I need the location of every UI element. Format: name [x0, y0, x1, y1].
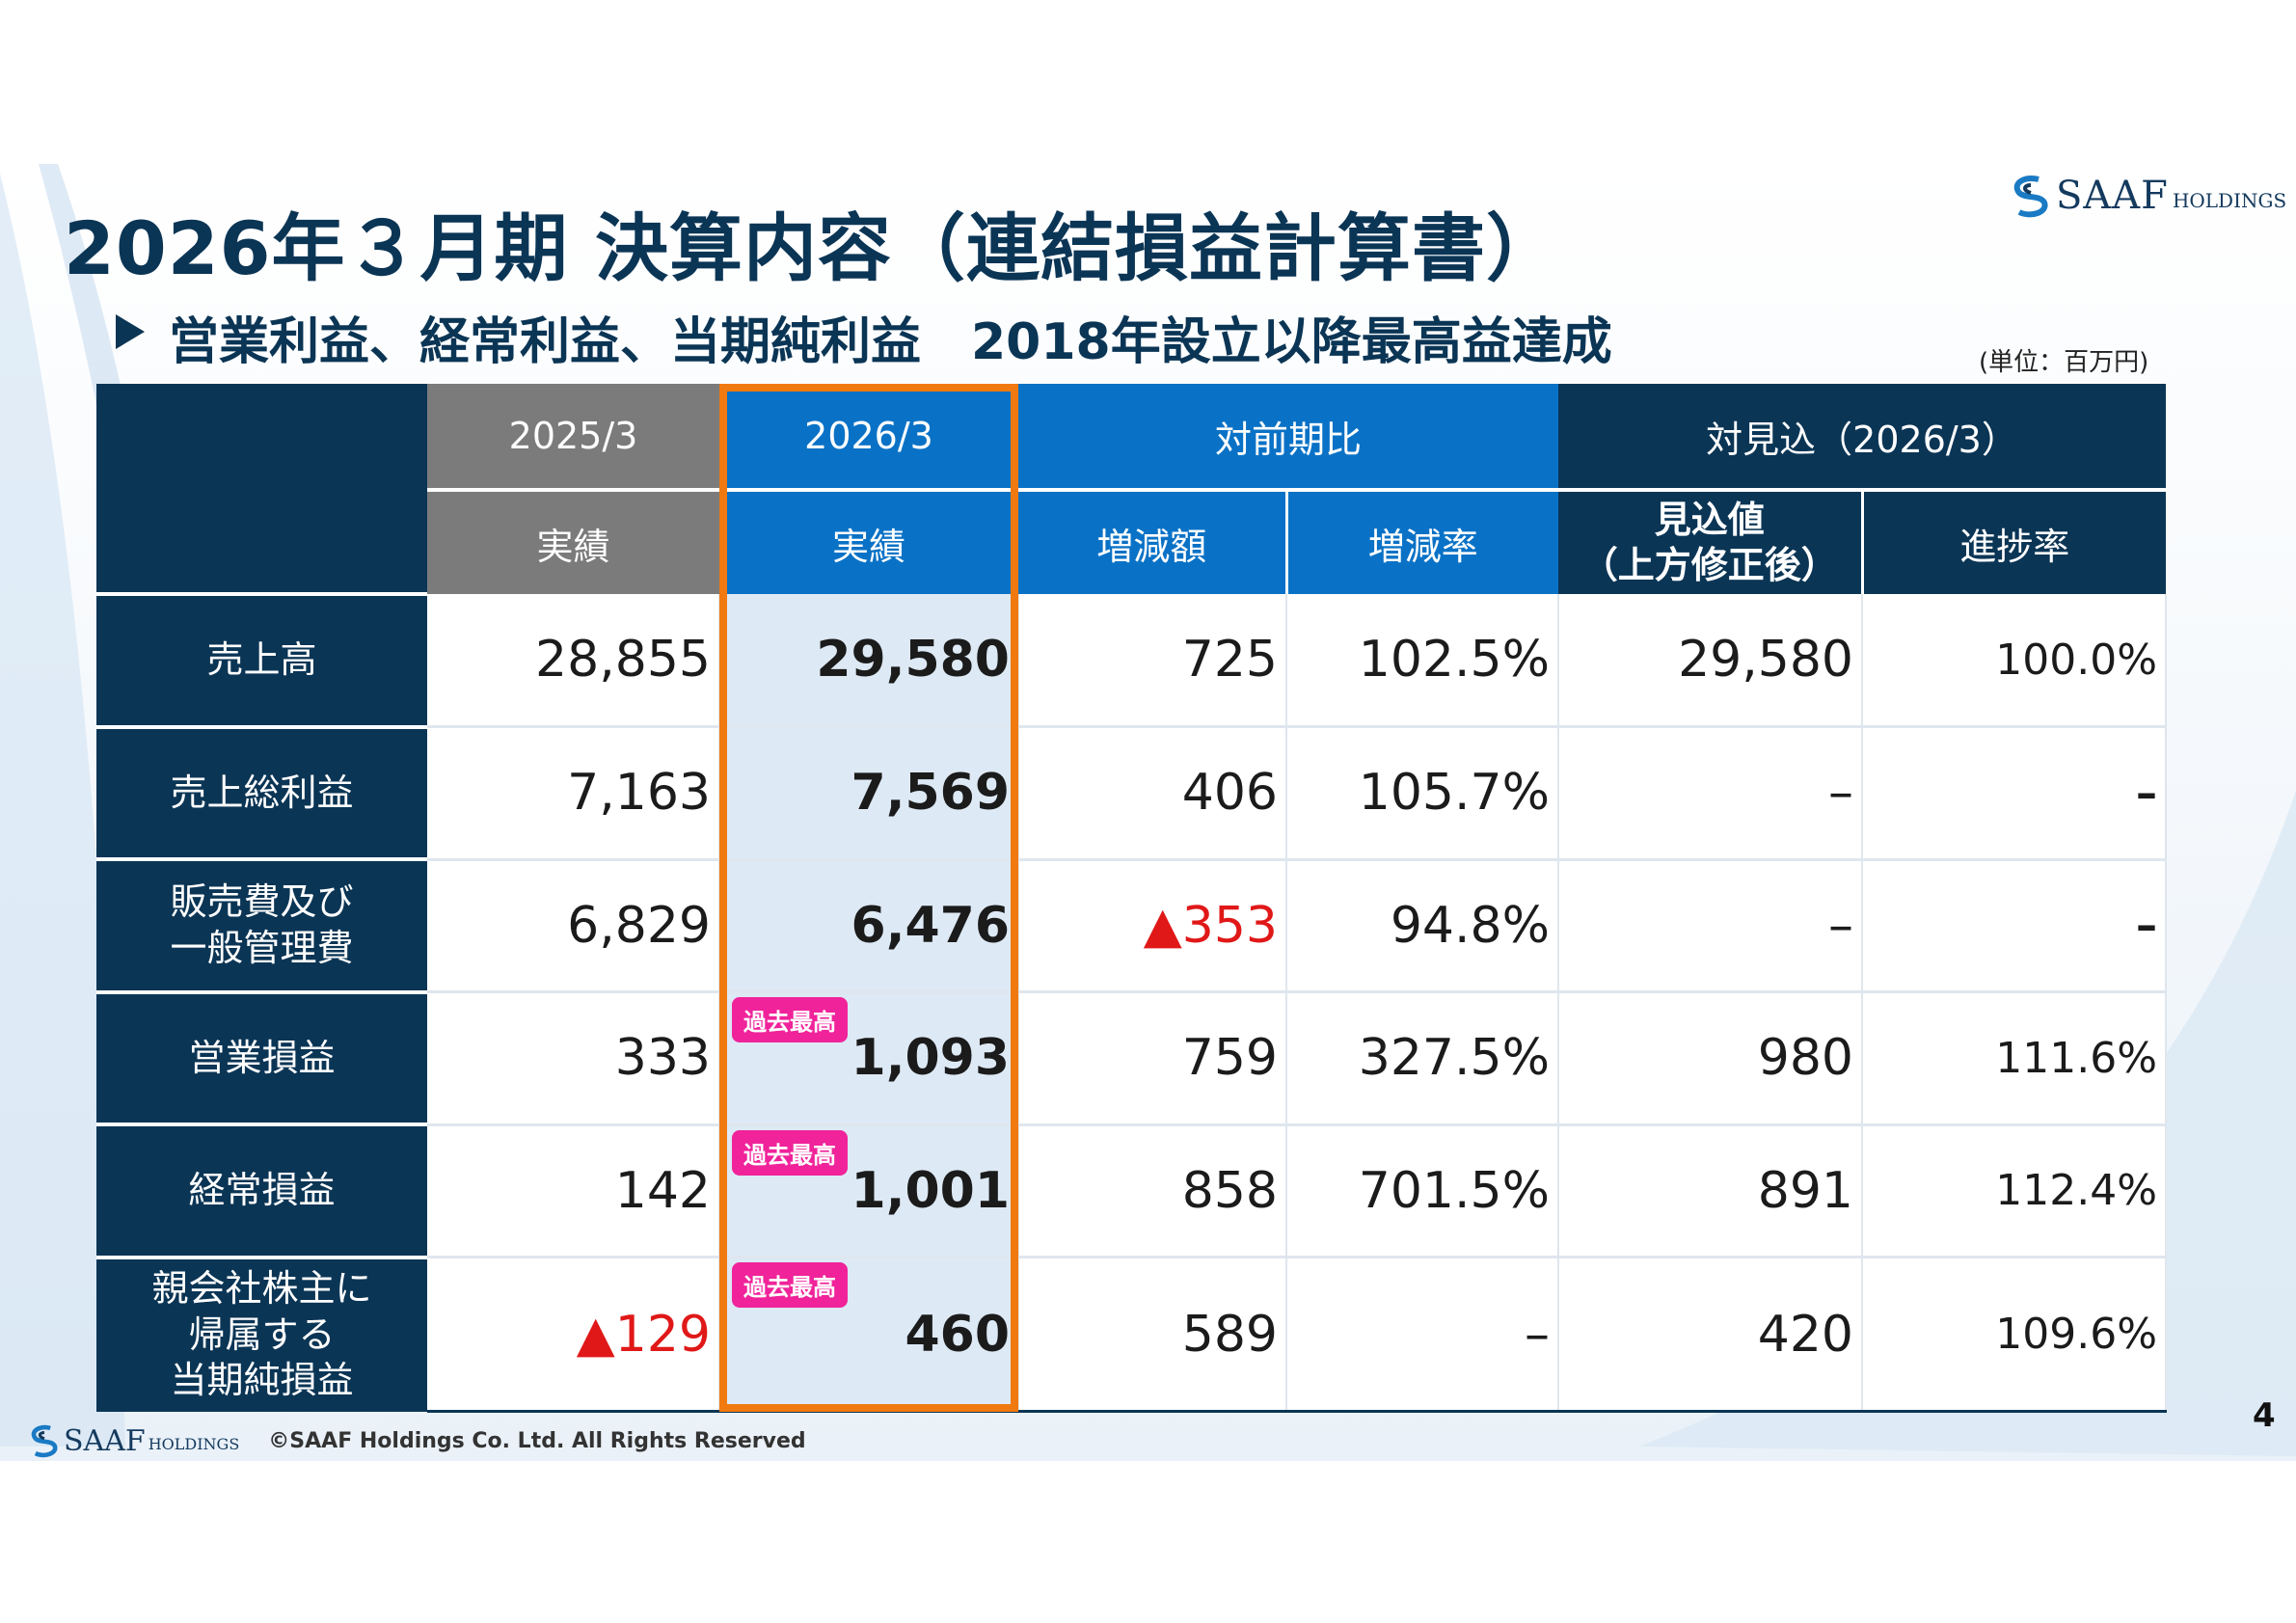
- header-forecast: 対見込（2026/3）: [1558, 384, 2167, 492]
- cell-progress: 109.6%: [1862, 1257, 2168, 1413]
- subheader-prev-actual: 実績: [427, 490, 719, 594]
- cell-forecast: 891: [1558, 1124, 1864, 1258]
- cell-forecast: 420: [1558, 1257, 1864, 1413]
- row-label-line: 売上総利益: [170, 771, 354, 814]
- cell-rate: 102.5%: [1286, 594, 1560, 728]
- table-row: 売上総利益 7,163 7,569 406 105.7% – –: [96, 726, 2168, 861]
- row-label-line: 一般管理費: [170, 926, 354, 969]
- row-label: 販売費及び 一般管理費: [96, 859, 427, 994]
- row-label: 営業損益: [96, 991, 427, 1126]
- subheader-forecast-line2: （上方修正後）: [1580, 544, 1838, 586]
- footer-brand: SAAF: [64, 1423, 146, 1458]
- table-row: 売上高 28,855 29,580 725 102.5% 29,580 100.…: [96, 594, 2168, 729]
- subheader-curr-actual: 実績: [719, 490, 1018, 594]
- cell-progress: 111.6%: [1862, 991, 2168, 1126]
- saaf-logo-icon: [2013, 176, 2048, 218]
- cell-prev: 28,855: [427, 594, 720, 728]
- record-high-badge: 過去最高: [732, 1262, 848, 1308]
- cell-curr: 7,569: [719, 726, 1019, 861]
- logo-brand: SAAF: [2056, 174, 2169, 218]
- cell-rate: –: [1286, 1257, 1560, 1413]
- cell-diff: ▲353: [1018, 859, 1287, 993]
- cell-prev: 333: [427, 991, 720, 1126]
- record-high-badge: 過去最高: [732, 997, 848, 1042]
- row-label: 売上総利益: [96, 726, 427, 861]
- row-label: 親会社株主に 帰属する 当期純損益: [96, 1257, 427, 1412]
- cell-curr-value: 1,001: [851, 1161, 1010, 1220]
- row-label-line: 経常損益: [188, 1169, 336, 1211]
- page-title: 2026年３月期 決算内容（連結損益計算書）: [64, 205, 1560, 291]
- cell-curr: 過去最高 1,093: [719, 991, 1019, 1126]
- cell-curr: 29,580: [719, 594, 1019, 728]
- subheader-rate: 増減率: [1286, 490, 1559, 594]
- table-row: 販売費及び 一般管理費 6,829 6,476 ▲353 94.8% – –: [96, 859, 2168, 994]
- row-label-line: 当期純損益: [170, 1359, 354, 1402]
- cell-rate: 94.8%: [1286, 859, 1560, 993]
- subheader-progress: 進捗率: [1862, 490, 2167, 594]
- cell-progress: 100.0%: [1862, 594, 2168, 728]
- cell-curr: 過去最高 460: [719, 1257, 1019, 1413]
- cell-curr-value: 1,093: [851, 1029, 1010, 1088]
- cell-prev: 142: [427, 1124, 720, 1258]
- cell-curr: 過去最高 1,001: [719, 1124, 1019, 1258]
- footer: SAAF HOLDINGS ©SAAF Holdings Co. Ltd. Al…: [25, 1423, 806, 1458]
- copyright: ©SAAF Holdings Co. Ltd. All Rights Reser…: [268, 1428, 806, 1453]
- cell-progress: –: [1862, 859, 2168, 993]
- cell-diff: 406: [1018, 726, 1287, 861]
- corner-header: [96, 384, 427, 596]
- header-logo: SAAF HOLDINGS: [2006, 174, 2286, 218]
- cell-diff: 725: [1018, 594, 1287, 728]
- cell-rate: 327.5%: [1286, 991, 1560, 1126]
- header-prev-year: 2025/3: [427, 384, 719, 492]
- row-label-line: 営業損益: [188, 1036, 336, 1079]
- header-curr-year: 2026/3: [719, 384, 1018, 492]
- table-row: 親会社株主に 帰属する 当期純損益 ▲129 過去最高 460 589 – 42…: [96, 1257, 2168, 1413]
- row-label-line: 販売費及び: [170, 880, 354, 924]
- cell-diff: 858: [1018, 1124, 1287, 1258]
- subheader-forecast-line1: 見込値: [1654, 498, 1765, 541]
- income-statement-table: 2025/3 2026/3 対前期比 対見込（2026/3） 実績 実績 増減額…: [96, 384, 2168, 1413]
- subtitle: 営業利益、経常利益、当期純利益 2018年設立以降最高益達成: [169, 313, 1612, 371]
- cell-curr: 6,476: [719, 859, 1019, 993]
- bullet-arrow-icon: [116, 314, 145, 349]
- table-row: 営業損益 333 過去最高 1,093 759 327.5% 980 111.6…: [96, 991, 2168, 1126]
- cell-forecast: 980: [1558, 991, 1864, 1126]
- cell-diff: 759: [1018, 991, 1287, 1126]
- subheader-forecast: 見込値 （上方修正後）: [1558, 490, 1864, 594]
- cell-prev: ▲129: [427, 1257, 720, 1413]
- cell-prev: 6,829: [427, 859, 720, 993]
- cell-rate: 701.5%: [1286, 1124, 1560, 1258]
- cell-forecast: –: [1558, 726, 1864, 861]
- row-label-line: 帰属する: [188, 1312, 336, 1356]
- logo-sub: HOLDINGS: [2172, 189, 2287, 212]
- cell-diff: 589: [1018, 1257, 1287, 1413]
- record-high-badge: 過去最高: [732, 1129, 848, 1176]
- cell-progress: –: [1862, 726, 2168, 861]
- subheader-diff: 増減額: [1018, 490, 1288, 594]
- cell-forecast: 29,580: [1558, 594, 1864, 728]
- cell-prev: 7,163: [427, 726, 720, 861]
- footer-sub: HOLDINGS: [148, 1434, 240, 1453]
- row-label: 経常損益: [96, 1124, 427, 1259]
- cell-progress: 112.4%: [1862, 1124, 2168, 1258]
- header-yoy: 対前期比: [1018, 384, 1559, 492]
- unit-note: (単位：百万円): [1979, 348, 2149, 377]
- cell-curr-value: 460: [905, 1305, 1010, 1364]
- page-number: 4: [2253, 1396, 2276, 1435]
- table-row: 経常損益 142 過去最高 1,001 858 701.5% 891 112.4…: [96, 1124, 2168, 1259]
- cell-rate: 105.7%: [1286, 726, 1560, 861]
- row-label-line: 売上高: [206, 638, 317, 681]
- saaf-logo-icon: [31, 1424, 58, 1458]
- cell-forecast: –: [1558, 859, 1864, 993]
- row-label-line: 親会社株主に: [151, 1267, 372, 1311]
- row-label: 売上高: [96, 594, 427, 729]
